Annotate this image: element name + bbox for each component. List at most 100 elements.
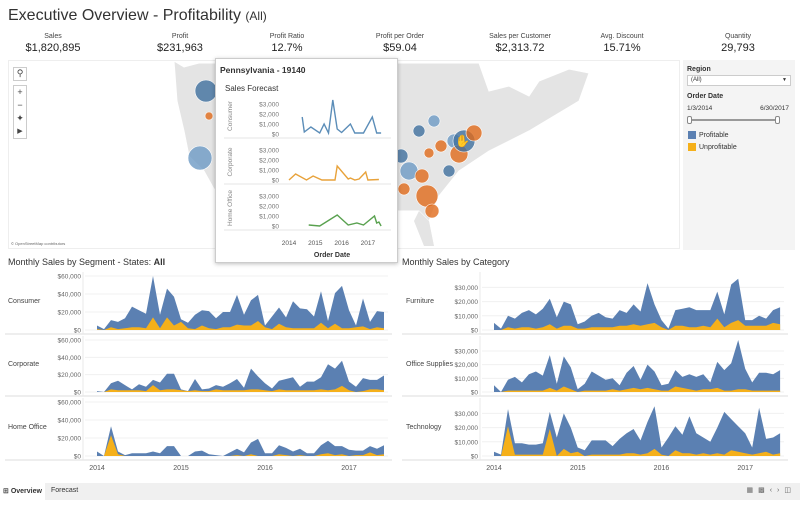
date-slider-end-handle[interactable] <box>775 116 780 124</box>
y-tick-label: $20,000 <box>58 436 82 443</box>
panel-label: Technology <box>406 424 442 431</box>
panel-furniture: Furniture $0 $10,000 $20,000 $30,000 <box>402 272 788 335</box>
y-tick-label: $60,000 <box>58 274 82 281</box>
y-tick-label: $0 <box>471 390 479 397</box>
tooltip: Pennsylvania - 19140 Sales Forecast Cons… <box>215 58 398 263</box>
date-slider-start-handle[interactable] <box>687 116 692 124</box>
y-tick-label: $0 <box>272 224 280 231</box>
y-tick-label: $1,000 <box>259 122 279 129</box>
area-profitable[interactable] <box>97 360 384 392</box>
area-profitable[interactable] <box>97 276 384 330</box>
map-bubble[interactable] <box>424 203 440 219</box>
zoom-in-icon[interactable]: + <box>17 87 23 97</box>
forecast-line <box>301 99 382 136</box>
chevron-down-icon: ▼ <box>782 77 787 83</box>
x-tick-label: 2014 <box>89 465 105 472</box>
area-profitable[interactable] <box>494 278 781 330</box>
panel-home-office: Home Office $0 $20,000 $40,000 $60,000 <box>5 398 392 461</box>
x-tick-label: 2017 <box>361 240 376 247</box>
x-tick-label: 2016 <box>334 240 349 247</box>
tooltip-title: Pennsylvania - 19140 <box>220 65 306 75</box>
title-text: Executive Overview - Profitability <box>8 7 241 24</box>
region-dropdown[interactable]: (All) ▼ <box>687 75 791 86</box>
y-tick-label: $40,000 <box>58 292 82 299</box>
x-tick-label: 2017 <box>737 465 753 472</box>
presentation-icon[interactable]: ◫ <box>784 487 796 494</box>
y-tick-label: $1,000 <box>259 168 279 175</box>
y-tick-label: $40,000 <box>58 355 82 362</box>
map-toolbar: + − ✦ ▶ <box>13 85 27 139</box>
y-tick-label: $3,000 <box>259 102 279 109</box>
tab-overview[interactable]: ⊞ Overview <box>0 483 45 500</box>
forecast-line <box>288 164 379 181</box>
grid-view-icon[interactable]: ▦ <box>746 487 759 494</box>
kpi-sales-per-customer: Sales per Customer $2,313.72 <box>460 33 580 54</box>
kpi-sales: Sales $1,820,895 <box>0 33 113 54</box>
map-bubble[interactable] <box>414 168 430 184</box>
y-tick-label: $3,000 <box>259 194 279 201</box>
map-bubble[interactable] <box>415 184 439 208</box>
kpi-label: Quantity <box>724 33 752 40</box>
order-date-label: Order Date <box>687 93 724 100</box>
kpi-profit-ratio: Profit Ratio 12.7% <box>227 33 347 54</box>
area-unprofitable[interactable] <box>97 385 384 392</box>
next-icon[interactable]: › <box>777 487 785 494</box>
area-unprofitable[interactable] <box>494 386 781 393</box>
kpi-value: $59.04 <box>383 42 417 54</box>
x-tick-label: 2017 <box>341 465 357 472</box>
search-icon[interactable]: ⚲ <box>13 67 27 81</box>
y-tick-label: $20,000 <box>455 299 479 306</box>
map-bubble[interactable] <box>434 139 448 153</box>
forecast-line <box>308 214 382 227</box>
y-tick-label: $10,000 <box>455 376 479 383</box>
x-tick-label: 2014 <box>282 240 297 247</box>
kpi-label: Profit <box>171 33 189 40</box>
kpi-profit: Profit $231,963 <box>120 33 240 54</box>
y-tick-label: $60,000 <box>58 338 82 345</box>
map-bubble[interactable] <box>442 164 456 178</box>
y-tick-label: $20,000 <box>455 362 479 369</box>
area-unprofitable[interactable] <box>97 317 384 330</box>
kpi-quantity: Quantity 29,793 <box>678 33 798 54</box>
kpi-value: $2,313.72 <box>495 42 545 54</box>
map-bubble[interactable] <box>427 114 441 128</box>
map-bubble[interactable] <box>412 124 426 138</box>
map-bubble[interactable] <box>187 145 213 171</box>
y-tick-label: $10,000 <box>455 439 479 446</box>
map-bubble[interactable] <box>423 147 435 159</box>
area-unprofitable[interactable] <box>494 426 781 456</box>
play-icon[interactable]: ▶ <box>17 128 23 135</box>
cursor-hand-icon: ✋ <box>455 134 470 148</box>
x-tick-label: 2015 <box>173 465 189 472</box>
y-tick-label: $0 <box>74 328 82 335</box>
y-tick-label: $2,000 <box>259 112 279 119</box>
legend-profitable[interactable]: Profitable <box>688 131 729 139</box>
y-tick-label: $0 <box>272 178 280 185</box>
date-start: 1/3/2014 <box>687 105 713 112</box>
panel-label: Home Office <box>8 424 47 431</box>
y-tick-label: $1,000 <box>259 214 279 221</box>
map-bubble[interactable] <box>204 111 214 121</box>
tooltip-subtitle: Sales Forecast <box>225 84 279 93</box>
area-profitable[interactable] <box>494 340 781 392</box>
date-slider-track[interactable] <box>691 119 777 121</box>
map-bubble[interactable] <box>465 124 483 142</box>
panel-label: Corporate <box>8 361 39 368</box>
x-tick-label: 2016 <box>257 465 273 472</box>
x-tick-label: 2015 <box>308 240 323 247</box>
filmstrip-icon[interactable]: ▩ <box>758 487 770 494</box>
map-bubble[interactable] <box>397 182 411 196</box>
zoom-out-icon[interactable]: − <box>17 100 23 110</box>
tab-forecast[interactable]: Forecast <box>51 487 79 494</box>
map-bubble[interactable] <box>194 79 218 103</box>
y-tick-label: $2,000 <box>259 158 279 165</box>
legend-label: Unprofitable <box>699 143 737 151</box>
pin-icon[interactable]: ✦ <box>16 113 24 123</box>
x-tick-label: 2015 <box>570 465 586 472</box>
area-unprofitable[interactable] <box>494 318 781 330</box>
legend-unprofitable[interactable]: Unprofitable <box>688 143 737 151</box>
area-profitable[interactable] <box>494 406 781 456</box>
kpi-label: Avg. Discount <box>600 33 644 40</box>
prev-icon[interactable]: ‹ <box>769 487 778 494</box>
area-profitable[interactable] <box>97 426 384 456</box>
